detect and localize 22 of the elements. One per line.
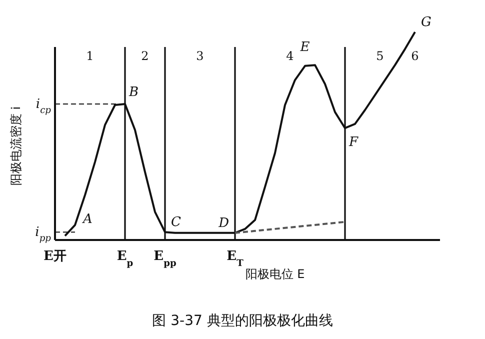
annotation: 1 [86, 49, 94, 63]
annotation: C [171, 215, 181, 230]
annotation: E [299, 40, 310, 56]
x-axis-title: 阳极电位 E [245, 267, 305, 281]
annotation: F [348, 135, 359, 150]
annotation: B [128, 84, 139, 100]
y-axis-title: 阳极电流密度 i [9, 106, 23, 186]
annotation: D [218, 216, 230, 231]
annotation: 5 [376, 49, 384, 63]
ref-line-label: i$_{pp}$ [35, 225, 52, 244]
text: 图 3-37 典型的阳极极化曲线 [152, 313, 333, 329]
text: G [421, 15, 432, 30]
annotation: 6 [411, 49, 419, 63]
annotation: 2 [141, 49, 149, 63]
x-tick-label: E$_{pp}$ [154, 249, 176, 268]
x-tick-label: E$_{p}$ [116, 249, 134, 268]
x-tick-label: E开 [44, 249, 66, 264]
annotation: A [82, 212, 92, 228]
x-tick-label: E$_{T}$ [226, 249, 244, 268]
annotation: 4 [286, 49, 294, 63]
annotation: 3 [196, 49, 204, 63]
ref-line-label: i$_{cp}$ [36, 96, 52, 116]
